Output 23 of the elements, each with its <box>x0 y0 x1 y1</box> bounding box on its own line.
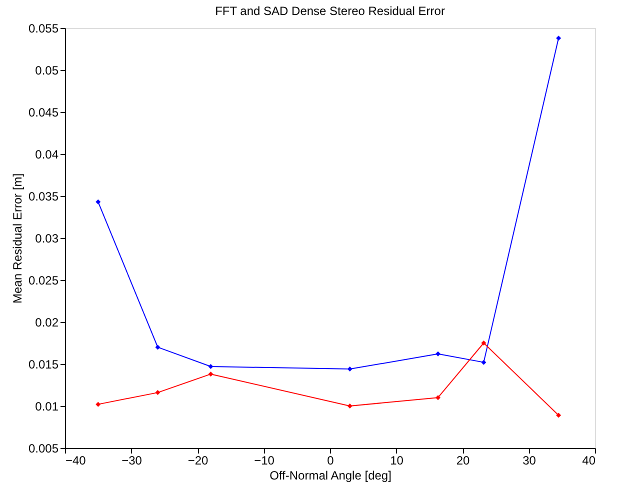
y-tick-label: 0.04 <box>35 148 59 162</box>
y-tick-label: 0.05 <box>35 64 59 78</box>
y-tick-label: 0.01 <box>35 400 59 414</box>
y-tick-label: 0.03 <box>35 232 59 246</box>
y-axis-title: Mean Residual Error [m] <box>10 173 24 304</box>
x-tick-label: −10 <box>254 454 275 468</box>
x-tick-label: −30 <box>122 454 142 468</box>
y-tick-label: 0.035 <box>28 190 59 204</box>
y-tick-label: 0.055 <box>28 22 59 36</box>
x-tick-label: −20 <box>188 454 208 468</box>
y-tick-label: 0.025 <box>28 274 59 288</box>
y-tick-label: 0.045 <box>28 106 59 120</box>
x-tick-label: 40 <box>582 454 596 468</box>
y-tick-label: 0.02 <box>35 316 59 330</box>
x-tick-label: 30 <box>522 454 536 468</box>
x-tick-label: 0 <box>327 454 334 468</box>
x-tick-label: 20 <box>456 454 470 468</box>
x-axis-title: Off-Normal Angle [deg] <box>270 468 392 482</box>
x-tick-label: 10 <box>390 454 404 468</box>
y-tick-label: 0.005 <box>28 442 59 456</box>
chart-title: FFT and SAD Dense Stereo Residual Error <box>215 4 445 18</box>
x-tick-label: −40 <box>66 454 86 468</box>
y-tick-label: 0.015 <box>28 358 59 372</box>
